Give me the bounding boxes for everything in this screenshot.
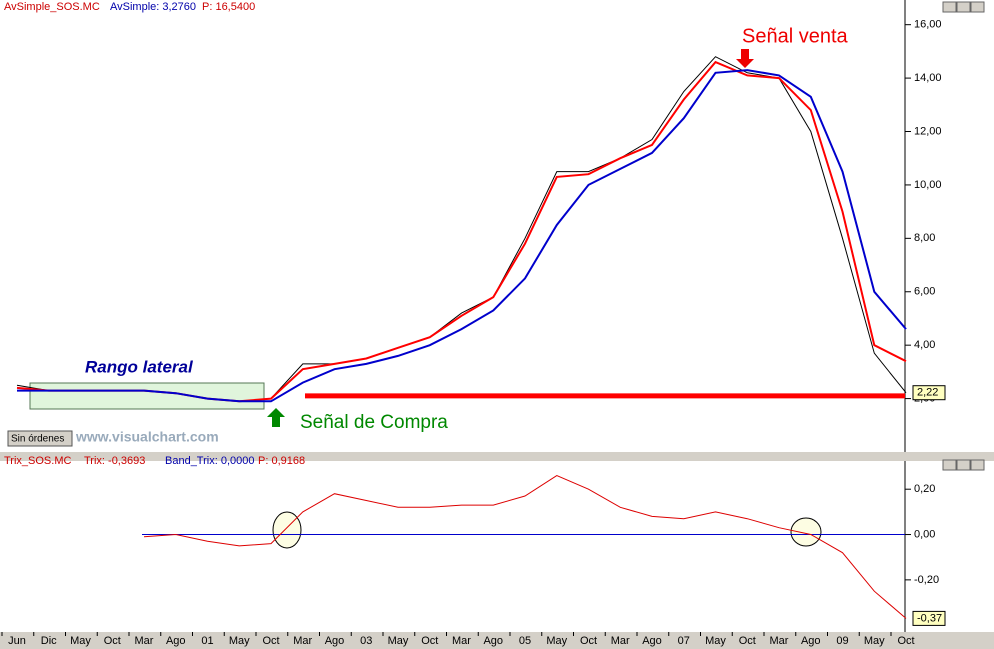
x-tick-label: Ago: [801, 635, 821, 647]
x-axis-bar: [0, 632, 994, 649]
y-tick-label: 10,00: [914, 179, 942, 191]
x-tick-label: Ago: [642, 635, 662, 647]
x-tick-label: May: [70, 635, 91, 647]
series-line: [17, 69, 907, 403]
maximize-button[interactable]: [956, 1, 971, 13]
close-button[interactable]: [970, 1, 985, 13]
minimize-button[interactable]: [942, 1, 957, 13]
range-label: Rango lateral: [85, 357, 194, 376]
header-value: P: 0,9168: [258, 455, 305, 467]
value-flag-label: 2,22: [917, 387, 938, 399]
x-tick-label: Oct: [897, 635, 914, 647]
buy-signal-label: Señal de Compra: [300, 412, 448, 433]
x-tick-label: 09: [836, 635, 848, 647]
value-flag: [912, 610, 946, 626]
y-tick-label: 6,00: [914, 286, 935, 298]
range-box: [29, 382, 265, 410]
x-tick-label: Oct: [580, 635, 597, 647]
value-flag: [912, 385, 946, 401]
minimize-button[interactable]: [942, 459, 957, 471]
header-value: AvSimple: 3,2760: [110, 1, 196, 13]
x-tick-label: Jun: [8, 635, 26, 647]
panel-separator: [0, 452, 994, 461]
header-name: Trix_SOS.MC: [4, 455, 71, 467]
x-tick-label: May: [229, 635, 250, 647]
x-tick-label: Oct: [421, 635, 438, 647]
sell-signal-label: Señal venta: [742, 25, 849, 47]
maximize-button[interactable]: [956, 459, 971, 471]
header-value: P: 16,5400: [202, 1, 255, 13]
cross-circle: [790, 517, 822, 547]
y-tick-label: 12,00: [914, 125, 942, 137]
x-tick-label: Dic: [41, 635, 57, 647]
y-tick-label: 16,00: [914, 19, 942, 31]
x-tick-label: May: [388, 635, 409, 647]
x-tick-label: May: [864, 635, 885, 647]
x-tick-label: Ago: [166, 635, 186, 647]
sell-arrow: [736, 49, 754, 68]
x-tick-label: Mar: [452, 635, 471, 647]
window-buttons: [942, 1, 985, 471]
x-tick-label: 01: [201, 635, 213, 647]
y-tick-label: 4,00: [914, 339, 935, 351]
y-tick-label: 14,00: [914, 72, 942, 84]
x-tick-label: Oct: [104, 635, 121, 647]
x-tick-label: Mar: [293, 635, 312, 647]
x-tick-label: Oct: [262, 635, 279, 647]
watermark: www.visualchart.com: [75, 429, 219, 445]
x-tick-label: May: [546, 635, 567, 647]
header-value: Band_Trix: 0,0000: [165, 455, 254, 467]
buy-arrow: [267, 408, 285, 427]
value-flag-label: -0,37: [917, 612, 942, 624]
close-button[interactable]: [970, 459, 985, 471]
orders-button[interactable]: [7, 430, 73, 447]
x-tick-label: May: [705, 635, 726, 647]
x-tick-label: Mar: [135, 635, 154, 647]
orders-button-label: Sin órdenes: [11, 434, 64, 445]
header-name: AvSimple_SOS.MC: [4, 1, 100, 13]
header-value: Trix: -0,3693: [84, 455, 145, 467]
x-tick-label: Oct: [739, 635, 756, 647]
x-tick-label: Ago: [325, 635, 345, 647]
x-tick-label: Mar: [770, 635, 789, 647]
x-tick-label: 07: [678, 635, 690, 647]
x-tick-label: Mar: [611, 635, 630, 647]
y-tick-label: 0,20: [914, 483, 935, 495]
x-tick-label: 05: [519, 635, 531, 647]
y-tick-label: -0,20: [914, 574, 939, 586]
x-tick-label: 03: [360, 635, 372, 647]
series-line: [143, 475, 907, 619]
x-tick-label: Ago: [483, 635, 503, 647]
y-tick-label: 8,00: [914, 232, 935, 244]
y-tick-label: 0,00: [914, 528, 935, 540]
